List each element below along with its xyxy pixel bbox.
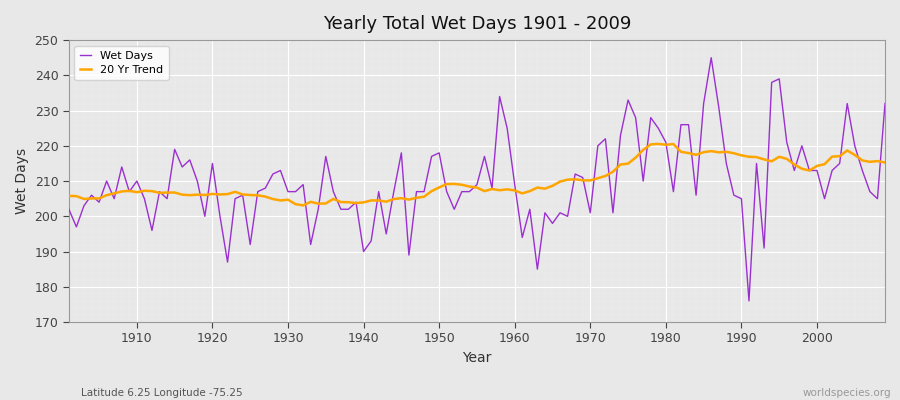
Wet Days (63, 207, 74, 212)
Text: Latitude 6.25 Longitude -75.25: Latitude 6.25 Longitude -75.25 (81, 388, 243, 398)
Wet Days (706, 55, 716, 60)
20 Yr Trend (879, 160, 890, 165)
Wet Days (336, 207, 346, 212)
20 Yr Trend (63, 194, 74, 198)
20 Yr Trend (290, 202, 301, 206)
20 Yr Trend (343, 200, 354, 205)
Wet Days (502, 126, 513, 131)
20 Yr Trend (298, 203, 309, 208)
Wet Days (743, 298, 754, 303)
Y-axis label: Wet Days: Wet Days (15, 148, 29, 214)
Line: 20 Yr Trend: 20 Yr Trend (68, 144, 885, 205)
X-axis label: Year: Year (463, 351, 491, 365)
20 Yr Trend (517, 191, 527, 196)
20 Yr Trend (652, 142, 663, 146)
Wet Days (290, 189, 301, 194)
Wet Days (509, 182, 520, 187)
20 Yr Trend (509, 188, 520, 193)
Title: Yearly Total Wet Days 1901 - 2009: Yearly Total Wet Days 1901 - 2009 (323, 15, 631, 33)
Legend: Wet Days, 20 Yr Trend: Wet Days, 20 Yr Trend (75, 46, 168, 80)
20 Yr Trend (608, 169, 618, 174)
Line: Wet Days: Wet Days (68, 58, 885, 301)
20 Yr Trend (124, 188, 135, 193)
Wet Days (879, 101, 890, 106)
Wet Days (600, 136, 611, 141)
Wet Days (124, 189, 135, 194)
Text: worldspecies.org: worldspecies.org (803, 388, 891, 398)
